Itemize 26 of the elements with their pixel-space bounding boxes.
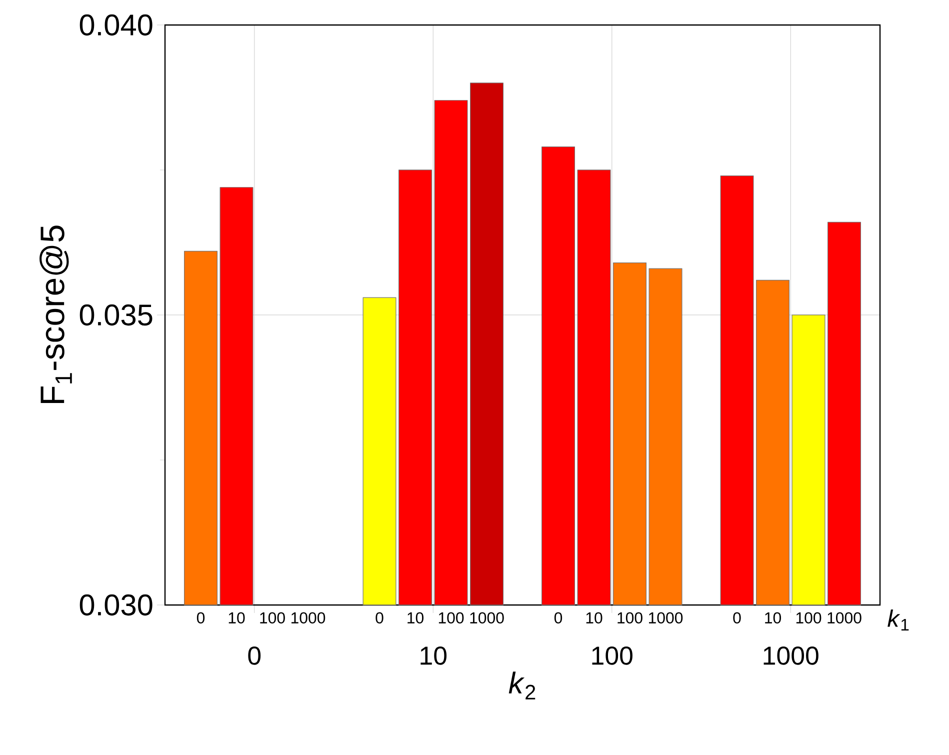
series-label: 1000 [470,612,504,624]
x-tick-label: 10 [420,646,447,665]
text: 100 [796,612,822,624]
y-tick-label: 0.035 [80,304,152,326]
y-tick-label: 0.040 [80,14,152,36]
x-tick-label: 0 [248,646,261,665]
x-tick-label: 100 [592,646,632,665]
y-tick-label: 0.030 [80,594,152,616]
x-tick-label: 1000 [764,646,818,665]
text: 10 [586,612,602,624]
text: 1000 [648,612,683,624]
y-axis-title: F$_{1}$-score@5 [40,226,72,404]
series-label: 100 [438,612,464,624]
text: 1000 [291,612,326,624]
text: 100 [618,612,642,624]
series-label: 10 [228,612,245,624]
x-axis-title: k$_{2}$ [508,672,536,700]
text: 0 [554,612,562,624]
text: 100 [260,612,285,624]
text: 0 [733,612,741,624]
text: 1000 [828,612,862,624]
text: 0 [376,612,384,624]
text: 10 [765,612,781,624]
series-label: 0 [196,612,205,624]
text: 10 [408,612,424,624]
text: k$_{1}$ [888,609,909,631]
